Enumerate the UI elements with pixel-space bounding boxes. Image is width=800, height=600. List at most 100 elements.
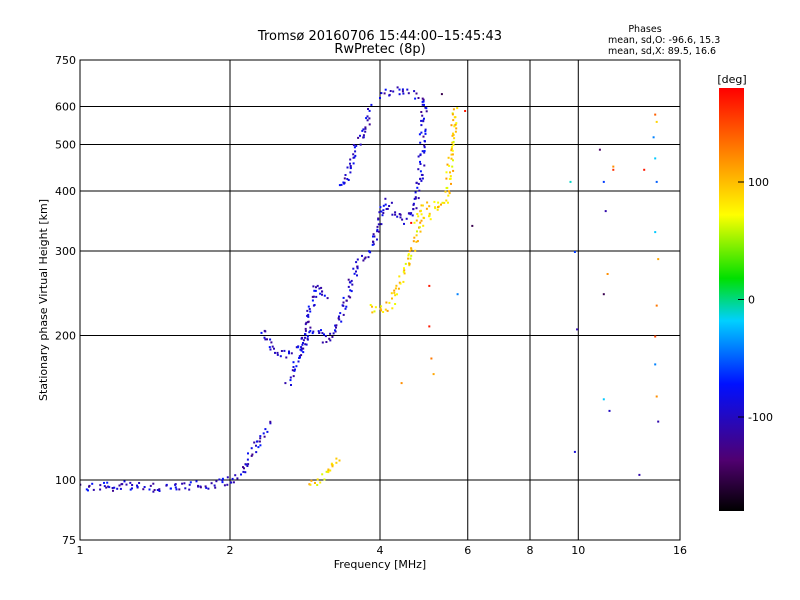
scattered-echo-point [569, 180, 572, 183]
O-echo-point [321, 332, 324, 335]
O-echo-point [353, 146, 356, 149]
O-echo-point [291, 369, 294, 372]
O-echo-point [246, 465, 249, 467]
O-echo-point [377, 223, 380, 226]
X-echo-point [415, 234, 418, 237]
O-echo-point [88, 484, 91, 487]
O-echo-point [363, 257, 366, 260]
O-echo-point [158, 490, 161, 492]
scattered-echo-point [654, 335, 657, 338]
O-echo-point [112, 489, 114, 492]
O-echo-point [259, 435, 262, 438]
scattered-echo-point [608, 409, 611, 412]
O-echo-point [269, 338, 272, 341]
O-echo-point [349, 289, 352, 292]
O-echo-point [188, 488, 191, 491]
O-echo-point [294, 368, 296, 371]
X-echo-point [382, 311, 385, 313]
O-echo-point [408, 212, 411, 215]
O-echo-point [332, 332, 335, 335]
y-tick-label: 600 [55, 101, 76, 114]
O-echo-point [423, 150, 426, 152]
O-echo-point [295, 365, 298, 368]
O-echo-point [91, 482, 94, 485]
scattered-echo-point [573, 450, 576, 453]
X-echo-point [373, 310, 376, 313]
O-echo-point [349, 165, 352, 167]
O-echo-point [419, 154, 422, 157]
O-echo-point [258, 440, 261, 443]
O-echo-point [356, 274, 358, 277]
O-echo-point [342, 181, 345, 184]
O-echo-point [388, 205, 391, 207]
O-echo-point [229, 481, 232, 484]
X-echo-point [428, 215, 430, 218]
O-echo-point [414, 197, 417, 200]
O-echo-point [390, 201, 393, 204]
O-echo-point [183, 482, 186, 485]
scattered-echo-point [464, 110, 467, 112]
O-echo-point [357, 136, 360, 139]
O-echo-point [368, 109, 371, 112]
scattered-echo-point [400, 382, 403, 385]
O-echo-point [276, 351, 279, 354]
O-echo-point [244, 471, 247, 474]
O-echo-point [342, 313, 345, 316]
X-echo-point [426, 201, 429, 204]
scattered-echo-point [576, 328, 579, 331]
O-echo-point [255, 440, 258, 443]
O-echo-point [422, 98, 425, 101]
X-echo-point [325, 470, 328, 473]
X-echo-point [391, 297, 393, 300]
X-echo-point [444, 190, 447, 193]
scattered-echo-point [602, 293, 605, 296]
O-echo-point [383, 92, 386, 95]
O-echo-point [422, 135, 425, 138]
O-echo-point [423, 146, 426, 149]
O-echo-point [377, 217, 380, 220]
O-echo-point [417, 197, 420, 200]
O-echo-point [204, 485, 207, 488]
X-echo-point [402, 270, 405, 273]
X-echo-point [319, 481, 322, 484]
colorbar-ticks: 100 0 -100 [738, 176, 773, 424]
O-echo-point [184, 487, 187, 490]
X-echo-point [454, 123, 457, 126]
X-echo-point [413, 236, 416, 239]
scattered-echo-point [410, 221, 413, 224]
O-echo-point [250, 454, 253, 457]
scattered-echo-point [612, 165, 615, 168]
O-echo-point [414, 191, 417, 194]
O-echo-point [347, 285, 350, 288]
X-echo-point [451, 149, 454, 152]
X-echo-point [420, 213, 423, 216]
y-tick-label: 500 [55, 139, 76, 152]
O-echo-point [347, 278, 350, 281]
scattered-echo-point [655, 304, 658, 307]
O-echo-point [138, 482, 141, 484]
X-echo-point [329, 469, 332, 472]
chart-title: Tromsø 20160706 15:44:00–15:45:43 [257, 29, 502, 44]
X-echo-point [414, 249, 417, 252]
O-echo-point [255, 451, 258, 454]
O-echo-point [271, 345, 274, 348]
X-echo-point [452, 169, 455, 172]
O-echo-point [415, 92, 418, 95]
X-echo-point [451, 165, 454, 168]
O-echo-point [349, 296, 352, 299]
plot-frame [79, 59, 681, 541]
O-echo-point [422, 119, 425, 122]
O-echo-point [424, 140, 426, 143]
O-echo-point [328, 337, 331, 340]
O-echo-point [302, 339, 305, 342]
O-echo-point [99, 484, 102, 487]
scattered-echo-point [638, 473, 641, 476]
X-echo-point [394, 294, 397, 297]
O-echo-point [419, 163, 422, 165]
X-echo-point [408, 264, 411, 267]
O-echo-point [218, 478, 221, 481]
O-echo-point [210, 482, 213, 485]
O-echo-point [364, 127, 367, 130]
O-echo-point [398, 88, 401, 91]
O-echo-point [300, 346, 303, 349]
